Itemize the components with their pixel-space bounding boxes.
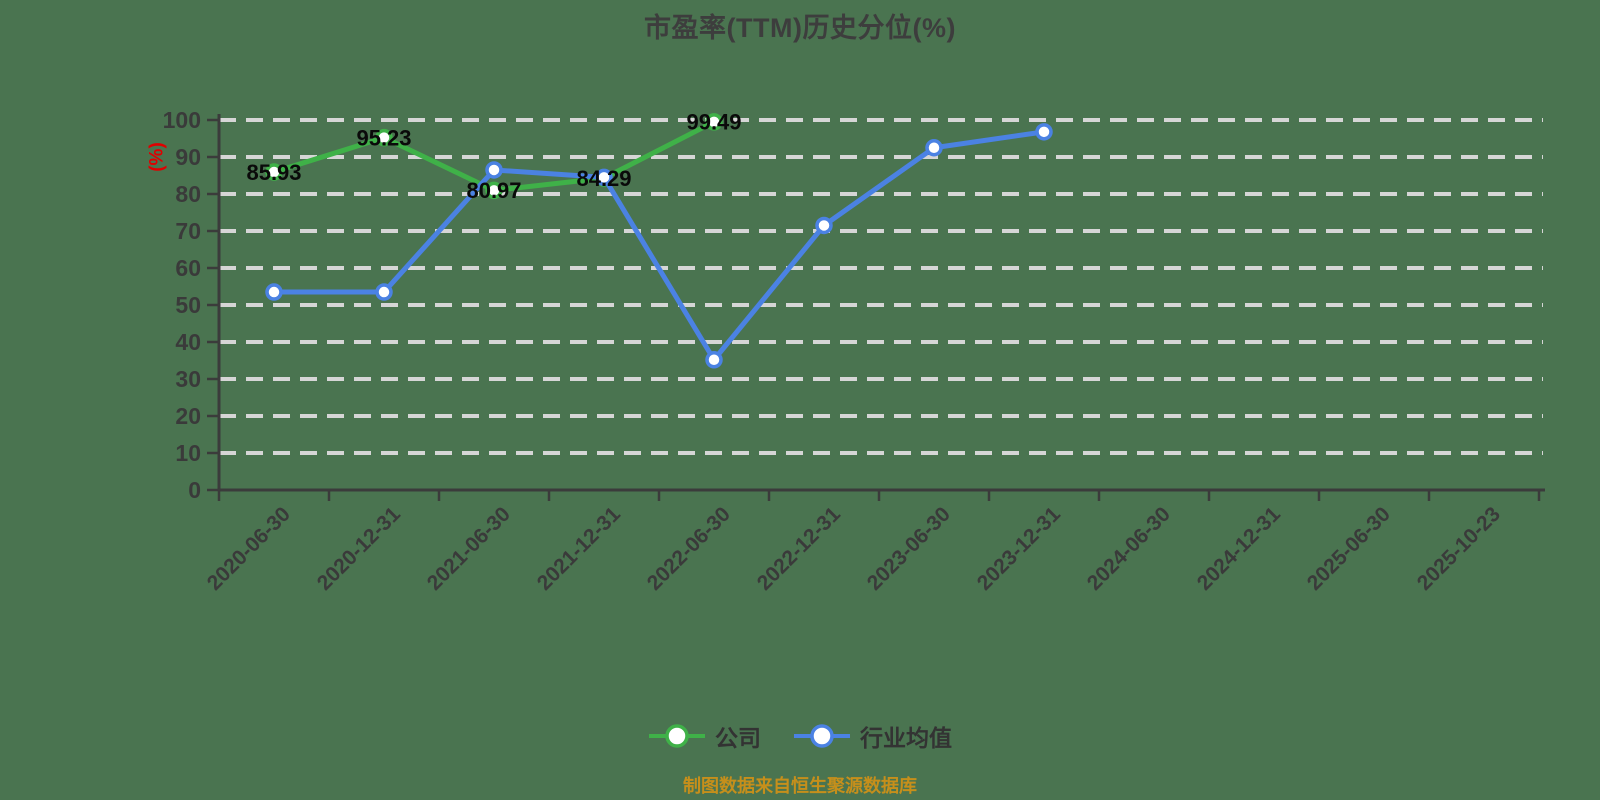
y-axis-label-20: 20 bbox=[175, 403, 201, 429]
legend-item-company[interactable]: 公司 bbox=[648, 719, 761, 753]
x-axis-label-2023-06-30: 2023-06-30 bbox=[863, 503, 955, 595]
data-point-0-2022-06-30[interactable] bbox=[705, 113, 723, 131]
x-axis-label-2021-06-30: 2021-06-30 bbox=[423, 503, 515, 595]
x-axis-label-2025-06-30: 2025-06-30 bbox=[1303, 503, 1395, 595]
legend: 公司 行业均值 bbox=[0, 719, 1600, 753]
data-source-note: 制图数据来自恒生聚源数据库 bbox=[683, 776, 917, 796]
y-axis-label-100: 100 bbox=[163, 107, 201, 133]
legend-label-company: 公司 bbox=[715, 725, 761, 751]
data-point-0-2020-12-31[interactable] bbox=[375, 128, 393, 147]
y-axis-label-0: 0 bbox=[188, 477, 201, 503]
x-axis-label-2024-06-30: 2024-06-30 bbox=[1083, 503, 1175, 595]
chart-title: 市盈率(TTM)历史分位(%) bbox=[644, 13, 956, 43]
y-axis-label-60: 60 bbox=[175, 255, 201, 281]
data-point-1-2022-06-30[interactable] bbox=[705, 351, 723, 369]
y-axis-label-80: 80 bbox=[175, 181, 201, 207]
x-axis-label-2025-10-23: 2025-10-23 bbox=[1413, 503, 1505, 595]
y-axis-label-50: 50 bbox=[175, 292, 201, 318]
data-point-1-2023-06-30[interactable] bbox=[925, 139, 943, 157]
x-axis-label-2021-12-31: 2021-12-31 bbox=[533, 502, 625, 594]
data-point-0-2020-06-30[interactable] bbox=[265, 163, 283, 181]
chart-canvas: 0 10 20 30 40 50 60 70 80 90 100 (%) 2020-06-30 2020-… bbox=[147, 107, 1545, 595]
point-label-84.29: 84.29 bbox=[576, 166, 631, 191]
x-axis-label-2024-12-31: 2024-12-31 bbox=[1193, 502, 1285, 594]
data-point-0-2021-06-30[interactable] bbox=[485, 181, 503, 200]
y-axis-label-30: 30 bbox=[175, 366, 201, 392]
y-axis-label-40: 40 bbox=[175, 329, 201, 355]
point-label-80.97: 80.97 bbox=[466, 178, 521, 203]
y-axis-label-10: 10 bbox=[175, 440, 201, 466]
x-axis-label-2022-12-31: 2022-12-31 bbox=[753, 502, 845, 594]
x-axis-label-2022-06-30: 2022-06-30 bbox=[643, 503, 735, 595]
x-axis-label-2020-12-31: 2020-12-31 bbox=[313, 502, 405, 594]
company-line-marker-icon bbox=[649, 724, 705, 748]
y-axis-name: (%) bbox=[147, 142, 168, 172]
point-label-99.49: 99.49 bbox=[686, 110, 741, 135]
y-axis-label-90: 90 bbox=[175, 144, 201, 170]
industry-line-marker-icon bbox=[794, 724, 850, 748]
x-axis-label-2023-12-31: 2023-12-31 bbox=[973, 502, 1065, 594]
legend-item-industry-average[interactable]: 行业均值 bbox=[793, 719, 952, 753]
series-line-1 bbox=[271, 129, 1047, 363]
legend-label-industry-average: 行业均值 bbox=[860, 725, 952, 751]
data-point-1-2021-12-31[interactable] bbox=[595, 168, 613, 187]
data-point-1-2022-12-31[interactable] bbox=[815, 216, 833, 235]
data-point-1-2020-06-30[interactable] bbox=[265, 283, 283, 301]
data-point-1-2023-12-31[interactable] bbox=[1035, 123, 1053, 141]
data-point-1-2021-06-30[interactable] bbox=[485, 161, 503, 179]
point-label-85.93: 85.93 bbox=[246, 160, 301, 185]
y-axis-label-70: 70 bbox=[175, 218, 201, 244]
x-axis-label-2020-06-30: 2020-06-30 bbox=[203, 503, 295, 595]
point-label-95.23: 95.23 bbox=[356, 125, 411, 150]
data-point-1-2020-12-31[interactable] bbox=[375, 283, 393, 301]
